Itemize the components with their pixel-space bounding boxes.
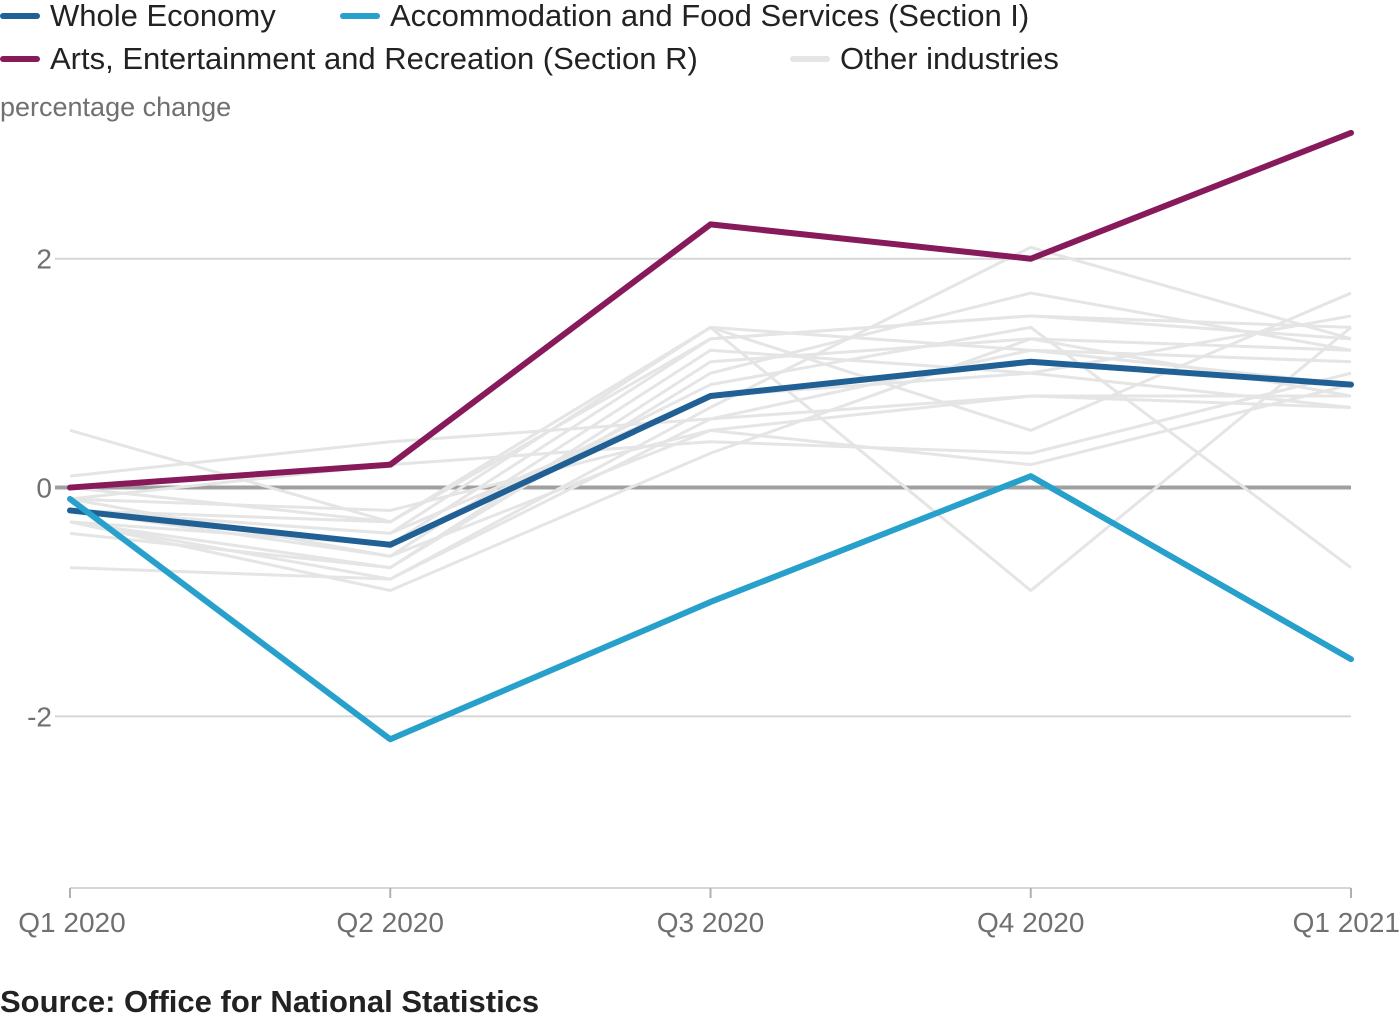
x-tick-label: Q4 2020 bbox=[977, 907, 1084, 938]
legend-swatch-other-industries bbox=[790, 56, 830, 62]
x-tick-label: Q2 2020 bbox=[337, 907, 444, 938]
other-industry-line bbox=[69, 291, 1352, 570]
legend-label-accommodation-food: Accommodation and Food Services (Section… bbox=[390, 0, 1030, 33]
y-tick-label: 0 bbox=[36, 473, 52, 504]
series-line-whole-economy bbox=[67, 358, 1354, 548]
other-industry-line bbox=[69, 383, 1352, 512]
other-industry-line bbox=[69, 371, 1352, 501]
gridlines: -2 0 2 bbox=[27, 244, 1351, 732]
other-industries-lines bbox=[69, 245, 1352, 593]
other-industry-line bbox=[69, 337, 1352, 570]
y-tick-label: 2 bbox=[36, 244, 52, 275]
other-industry-line bbox=[69, 245, 1352, 581]
x-tick-label: Q1 2020 bbox=[18, 907, 125, 938]
legend-item-whole-economy[interactable]: Whole Economy bbox=[0, 0, 276, 33]
series-line-accommodation-and-food-services-section-i bbox=[67, 473, 1354, 743]
legend-label-arts-entertainment: Arts, Entertainment and Recreation (Sect… bbox=[50, 41, 698, 76]
series-line-arts-entertainment-and-recreation-section-r bbox=[67, 129, 1354, 491]
other-industry-line bbox=[69, 314, 1352, 524]
legend-item-arts-entertainment[interactable]: Arts, Entertainment and Recreation (Sect… bbox=[0, 41, 698, 76]
other-industry-line bbox=[69, 394, 1351, 558]
other-industry-line bbox=[69, 325, 1352, 593]
legend-item-accommodation-food[interactable]: Accommodation and Food Services (Section… bbox=[340, 0, 1030, 33]
y-tick-label: -2 bbox=[27, 701, 52, 732]
x-tick-label: Q1 2021 bbox=[1293, 907, 1400, 938]
legend: Whole Economy Accommodation and Food Ser… bbox=[0, 0, 1400, 90]
legend-label-whole-economy: Whole Economy bbox=[50, 0, 276, 33]
legend-swatch-arts-entertainment bbox=[0, 56, 40, 62]
legend-item-other-industries[interactable]: Other industries bbox=[790, 41, 1059, 76]
legend-label-other-industries: Other industries bbox=[840, 41, 1059, 76]
other-industry-line bbox=[69, 348, 1352, 581]
x-tick-label: Q3 2020 bbox=[657, 907, 764, 938]
legend-swatch-whole-economy bbox=[0, 13, 40, 19]
other-industry-line bbox=[69, 314, 1352, 558]
legend-swatch-accommodation-food bbox=[340, 13, 380, 19]
y-axis-label: percentage change bbox=[0, 92, 232, 122]
other-industry-line bbox=[69, 337, 1352, 593]
source-note: Source: Office for National Statistics bbox=[0, 984, 540, 1019]
x-axis: Q1 2020 Q2 2020 Q3 2020 Q4 2020 Q1 2021 bbox=[18, 887, 1400, 938]
highlight-series-lines bbox=[67, 129, 1354, 743]
